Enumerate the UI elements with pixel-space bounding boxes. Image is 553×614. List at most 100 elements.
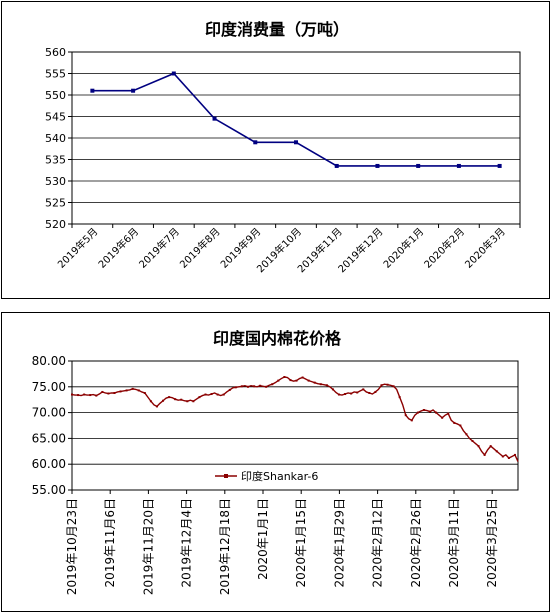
x-tick-label: 2020年2月12日 bbox=[371, 498, 385, 587]
data-point bbox=[253, 385, 256, 388]
data-point bbox=[174, 398, 177, 401]
chart-title: 印度国内棉花价格 bbox=[213, 329, 342, 348]
legend-marker bbox=[224, 474, 228, 478]
data-point bbox=[95, 394, 98, 397]
data-point bbox=[295, 379, 298, 382]
y-tick-label: 520 bbox=[45, 218, 66, 231]
data-point bbox=[386, 383, 389, 386]
data-point bbox=[501, 455, 504, 458]
data-point bbox=[83, 393, 86, 396]
x-tick-label: 2019年6月 bbox=[95, 225, 141, 271]
data-point bbox=[441, 416, 444, 419]
data-point bbox=[162, 399, 165, 402]
data-point bbox=[125, 389, 128, 392]
data-point bbox=[265, 385, 268, 388]
x-tick-label: 2019年5月 bbox=[55, 225, 101, 271]
data-point bbox=[171, 71, 176, 76]
data-point bbox=[313, 381, 316, 384]
data-point bbox=[107, 392, 110, 395]
data-point bbox=[331, 388, 334, 391]
data-point bbox=[398, 396, 401, 399]
x-tick-label: 2019年7月 bbox=[136, 225, 182, 271]
x-tick-label: 2020年2月26日 bbox=[409, 498, 423, 587]
data-point bbox=[234, 386, 237, 389]
y-tick-label: 525 bbox=[45, 197, 66, 210]
data-point bbox=[477, 445, 480, 448]
data-point bbox=[149, 400, 152, 403]
data-point bbox=[186, 400, 189, 403]
x-tick-label: 2019年9月 bbox=[218, 225, 264, 271]
data-point bbox=[222, 393, 225, 396]
data-point bbox=[507, 457, 510, 460]
data-point bbox=[77, 394, 80, 397]
x-tick-label: 2019年8月 bbox=[177, 225, 223, 271]
data-point bbox=[119, 390, 122, 393]
data-point bbox=[277, 379, 280, 382]
data-point bbox=[246, 385, 249, 388]
x-tick-label: 2020年1月1日 bbox=[256, 498, 270, 580]
data-point bbox=[489, 445, 492, 448]
x-tick-label: 2020年1月 bbox=[380, 225, 426, 271]
y-tick-label: 535 bbox=[45, 154, 66, 167]
x-tick-label: 2019年12月18日 bbox=[218, 498, 232, 595]
data-point bbox=[483, 453, 486, 456]
data-point bbox=[334, 163, 339, 168]
data-point bbox=[283, 375, 286, 378]
price-chart: 印度国内棉花价格 55.00 60.00 65.00 70.00 75.00 80.00 2… bbox=[32, 329, 519, 595]
data-point bbox=[212, 116, 217, 121]
data-point bbox=[131, 88, 136, 93]
data-point bbox=[459, 424, 462, 427]
data-point bbox=[362, 388, 365, 391]
data-point bbox=[216, 393, 219, 396]
data-point bbox=[131, 387, 134, 390]
data-point bbox=[253, 140, 258, 145]
data-point bbox=[71, 393, 73, 396]
data-point bbox=[198, 396, 201, 399]
data-point bbox=[368, 391, 371, 394]
data-point bbox=[294, 140, 298, 145]
y-tick-label: 530 bbox=[45, 175, 66, 188]
data-point bbox=[453, 421, 456, 424]
data-point bbox=[259, 384, 262, 387]
y-tick-label: 75.00 bbox=[32, 380, 66, 394]
consumption-chart: 印度消费量（万吨） 520 525 530 535 540 545 550 555 560 201… bbox=[45, 20, 521, 275]
y-tick-label: 65.00 bbox=[32, 431, 66, 445]
data-point bbox=[429, 410, 432, 413]
data-point bbox=[89, 394, 92, 397]
y-tick-label: 55.00 bbox=[32, 483, 66, 497]
data-point bbox=[456, 163, 461, 168]
data-point bbox=[101, 390, 104, 393]
data-point bbox=[271, 383, 274, 386]
x-tick-label: 2020年2月 bbox=[421, 225, 467, 271]
data-point bbox=[404, 414, 407, 417]
x-tick-label: 2020年3月25日 bbox=[485, 498, 499, 587]
data-point bbox=[192, 400, 195, 403]
data-point bbox=[416, 411, 419, 414]
data-point bbox=[422, 409, 425, 412]
data-point bbox=[465, 433, 468, 436]
y-tick-label: 560 bbox=[45, 46, 66, 59]
data-point bbox=[350, 392, 353, 395]
data-point bbox=[307, 379, 310, 382]
data-point bbox=[143, 391, 146, 394]
data-point bbox=[497, 163, 502, 168]
x-tick-label: 2019年11月6日 bbox=[103, 498, 117, 587]
x-tick-label: 2020年1月29日 bbox=[332, 498, 346, 587]
data-point bbox=[210, 393, 213, 396]
data-point bbox=[155, 405, 158, 408]
data-point bbox=[374, 390, 377, 393]
chart-title: 印度消费量（万吨） bbox=[205, 20, 349, 39]
data-point bbox=[513, 453, 516, 456]
data-point bbox=[344, 393, 347, 396]
y-tick-label: 555 bbox=[45, 68, 66, 81]
legend-label: 印度Shankar-6 bbox=[241, 469, 318, 483]
y-tick-label: 545 bbox=[45, 111, 66, 124]
data-point bbox=[375, 163, 380, 168]
x-tick-label: 2019年10月23日 bbox=[65, 498, 79, 595]
data-point bbox=[180, 398, 183, 401]
data-point bbox=[228, 388, 231, 391]
x-tick-label: 2019年12月4日 bbox=[180, 498, 194, 587]
data-point bbox=[471, 439, 474, 442]
data-point bbox=[113, 391, 116, 394]
data-point bbox=[204, 393, 207, 396]
